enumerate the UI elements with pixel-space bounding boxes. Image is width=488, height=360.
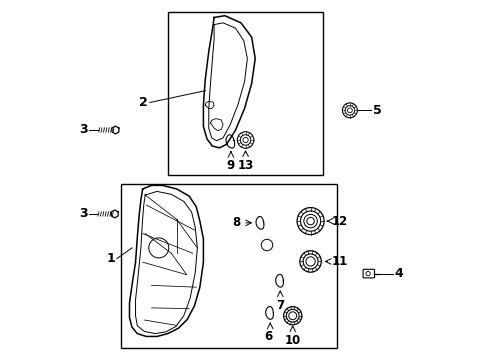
Text: 11: 11 — [331, 255, 347, 268]
Text: 5: 5 — [372, 104, 381, 117]
Text: 8: 8 — [232, 216, 241, 229]
Text: 3: 3 — [79, 123, 87, 136]
Text: 13: 13 — [237, 158, 253, 172]
Text: 6: 6 — [264, 330, 272, 343]
Text: 12: 12 — [331, 215, 347, 228]
Text: 3: 3 — [79, 207, 87, 220]
Text: 9: 9 — [226, 158, 235, 172]
Bar — [121, 184, 337, 348]
Bar — [167, 12, 323, 175]
Text: 2: 2 — [139, 96, 148, 109]
Text: 1: 1 — [106, 252, 115, 265]
Text: 4: 4 — [394, 267, 403, 280]
Text: 7: 7 — [276, 298, 284, 312]
Text: 10: 10 — [284, 334, 300, 347]
